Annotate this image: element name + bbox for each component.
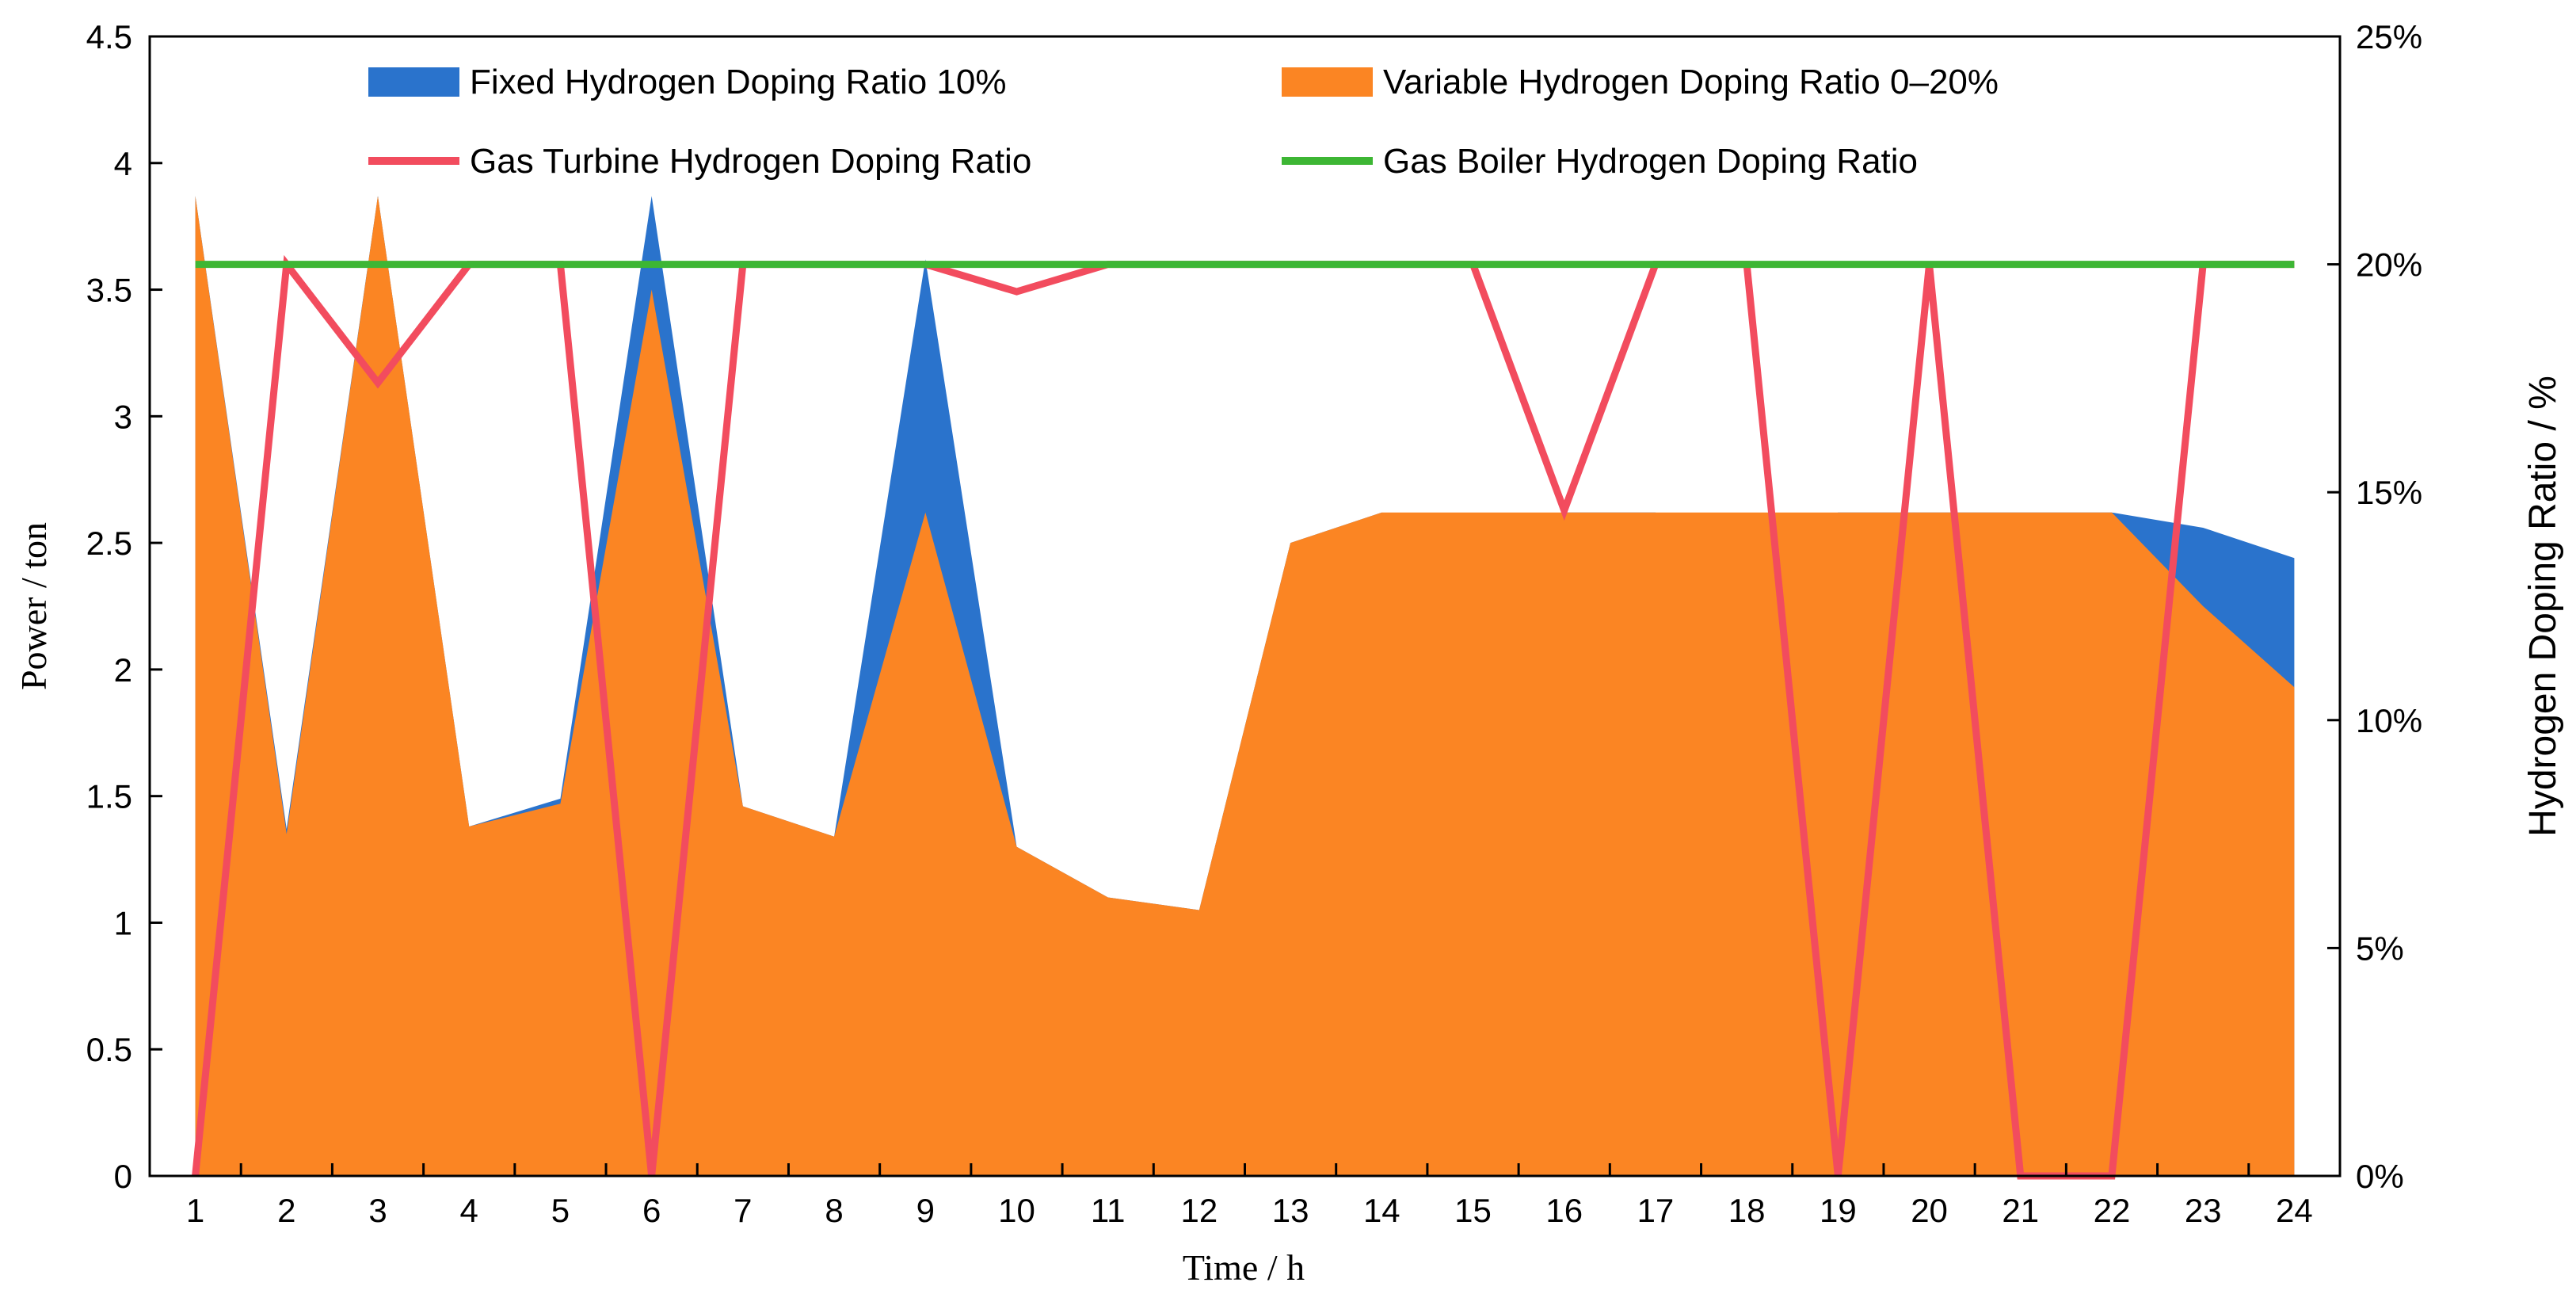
y-tick-label: 4 — [114, 145, 132, 182]
y2-tick-label: 20% — [2356, 246, 2422, 284]
legend-label-fixed: Fixed Hydrogen Doping Ratio 10% — [470, 63, 1007, 101]
x-tick-label: 11 — [1091, 1192, 1126, 1229]
y2-axis-title: Hydrogen Doping Ratio / % — [2522, 376, 2564, 837]
x-tick-label: 15 — [1454, 1192, 1492, 1229]
y2-tick-label: 25% — [2356, 18, 2422, 55]
x-tick-label: 20 — [1911, 1192, 1948, 1229]
y2-tick-label: 0% — [2356, 1158, 2404, 1195]
x-tick-label: 23 — [2185, 1192, 2222, 1229]
y-tick-label: 2.5 — [86, 525, 132, 562]
x-tick-label: 2 — [277, 1192, 295, 1229]
x-tick-label: 16 — [1545, 1192, 1583, 1229]
tick-label-group: 00.511.522.533.544.50%5%10%15%20%25%1 2 3 4… — [86, 18, 2422, 1229]
area-series-group — [195, 196, 2295, 1176]
x-tick-label: 13 — [1272, 1192, 1309, 1229]
legend-label-variable: Variable Hydrogen Doping Ratio 0–20% — [1383, 63, 1999, 101]
y-tick-label: 1 — [114, 904, 132, 941]
x-tick-label: 17 — [1637, 1192, 1675, 1229]
x-tick-label: 9 — [916, 1192, 935, 1229]
x-tick-label: 3 — [368, 1192, 387, 1229]
line-series-group — [192, 254, 2295, 1180]
x-axis-title: Time / h — [1183, 1247, 1305, 1288]
legend-swatch-variable — [1282, 67, 1373, 97]
x-tick-label: 6 — [642, 1192, 661, 1229]
x-tick-label: 8 — [825, 1192, 843, 1229]
x-tick-label: 14 — [1363, 1192, 1400, 1229]
legend-label-gas-boiler: Gas Boiler Hydrogen Doping Ratio — [1383, 142, 1918, 181]
area-series-variable — [195, 196, 2295, 1176]
y-tick-label: 0 — [114, 1158, 132, 1195]
y2-tick-label: 5% — [2356, 929, 2404, 967]
y-tick-label: 3.5 — [86, 272, 132, 309]
x-tick-label: 4 — [460, 1192, 478, 1229]
y-axis-title: Power / ton — [13, 522, 54, 690]
y-tick-label: 0.5 — [86, 1031, 132, 1068]
y-tick-label: 3 — [114, 398, 132, 435]
x-tick-label: 19 — [1820, 1192, 1857, 1229]
x-tick-label: 10 — [998, 1192, 1035, 1229]
y-tick-label: 2 — [114, 651, 132, 689]
legend-label-gas-turbine: Gas Turbine Hydrogen Doping Ratio — [470, 142, 1031, 181]
tick-group — [150, 35, 2340, 1178]
y2-tick-label: 10% — [2356, 702, 2422, 739]
x-tick-label: 24 — [2276, 1192, 2313, 1229]
x-tick-label: 22 — [2094, 1192, 2131, 1229]
x-tick-label: 7 — [734, 1192, 752, 1229]
x-tick-label: 1 — [186, 1192, 204, 1229]
y-tick-label: 1.5 — [86, 778, 132, 815]
legend-swatch-fixed — [368, 67, 459, 97]
x-tick-label: 12 — [1181, 1192, 1218, 1229]
legend: Fixed Hydrogen Doping Ratio 10% Variable… — [368, 63, 1999, 181]
y2-tick-label: 15% — [2356, 474, 2422, 511]
y-tick-label: 4.5 — [86, 18, 132, 55]
x-tick-label: 21 — [2002, 1192, 2039, 1229]
x-tick-label: 5 — [551, 1192, 570, 1229]
x-tick-label: 18 — [1728, 1192, 1766, 1229]
